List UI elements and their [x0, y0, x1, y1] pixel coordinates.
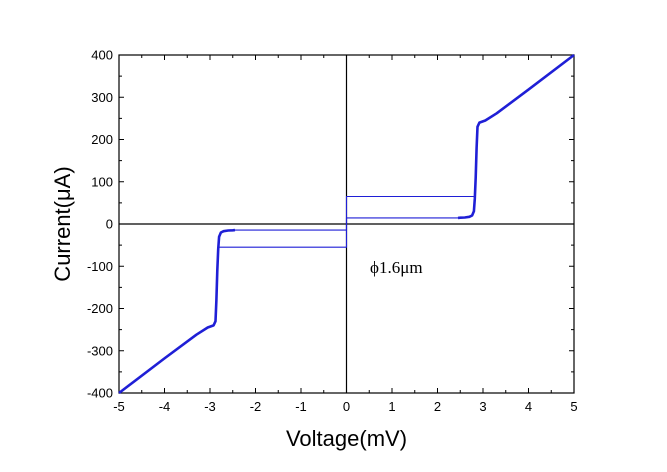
- x-tick-label: -4: [159, 399, 171, 414]
- y-tick-label: 400: [91, 48, 113, 63]
- x-tick-label: 4: [525, 399, 532, 414]
- y-tick-label: 300: [91, 90, 113, 105]
- y-tick-label: 0: [106, 217, 113, 232]
- x-tick-label: -1: [295, 399, 307, 414]
- series-line-4: [457, 53, 575, 220]
- x-axis-title: Voltage(mV): [286, 426, 407, 451]
- y-tick-label: -300: [87, 343, 113, 358]
- x-tick-label: 3: [479, 399, 486, 414]
- x-tick-label: -2: [250, 399, 262, 414]
- x-tick-label: 2: [434, 399, 441, 414]
- y-tick-label: 100: [91, 174, 113, 189]
- series-line-3: [235, 217, 458, 231]
- axis-ticks: -5 -4 -3 -2 -1 0 1 2 3 4 5 -400 -300 -200 -100 0 100 200 3…: [87, 48, 578, 415]
- series-line-1: [118, 228, 236, 395]
- x-tick-label: 0: [343, 399, 350, 414]
- annotation-diameter: ϕ1.6μm: [370, 258, 423, 277]
- x-tick-label: -3: [204, 399, 216, 414]
- x-tick-label: -5: [113, 399, 125, 414]
- y-tick-label: 200: [91, 132, 113, 147]
- x-tick-label: 1: [388, 399, 395, 414]
- x-tick-label: 5: [570, 399, 577, 414]
- y-axis-title: Current(μA): [50, 166, 75, 281]
- y-tick-label: -200: [87, 301, 113, 316]
- data-series: [118, 53, 575, 395]
- y-tick-label: -400: [87, 386, 113, 401]
- y-tick-label: -100: [87, 259, 113, 274]
